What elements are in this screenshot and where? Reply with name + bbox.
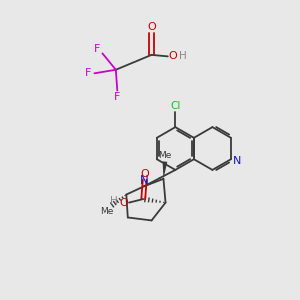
Text: O: O <box>119 198 128 208</box>
Text: N: N <box>140 174 148 188</box>
Text: O: O <box>147 22 156 32</box>
Text: Me: Me <box>158 151 172 160</box>
Text: H: H <box>110 196 117 206</box>
Text: Cl: Cl <box>170 101 181 111</box>
Text: O: O <box>169 51 178 62</box>
Text: F: F <box>94 44 100 54</box>
Text: Me: Me <box>100 207 114 216</box>
Text: F: F <box>114 92 121 101</box>
Polygon shape <box>163 161 167 179</box>
Text: H: H <box>179 51 187 62</box>
Text: N: N <box>233 156 241 166</box>
Text: F: F <box>85 68 91 78</box>
Text: O: O <box>140 169 149 179</box>
